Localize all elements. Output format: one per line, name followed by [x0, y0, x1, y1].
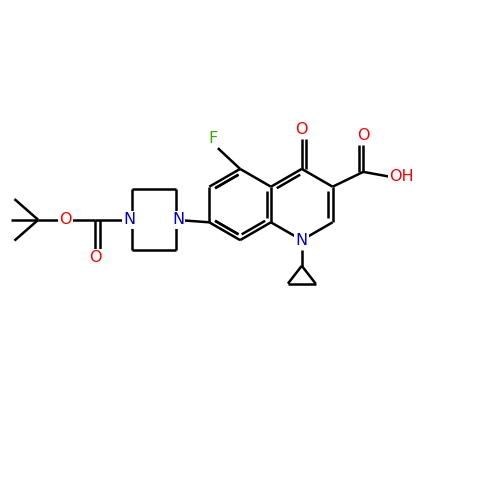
- Text: N: N: [172, 212, 184, 228]
- Text: O: O: [89, 250, 102, 265]
- Text: O: O: [296, 122, 308, 137]
- Text: N: N: [296, 232, 308, 248]
- Text: N: N: [124, 212, 136, 228]
- Text: O: O: [357, 128, 370, 144]
- Text: O: O: [59, 212, 72, 228]
- Text: F: F: [208, 131, 218, 146]
- Text: OH: OH: [389, 170, 413, 184]
